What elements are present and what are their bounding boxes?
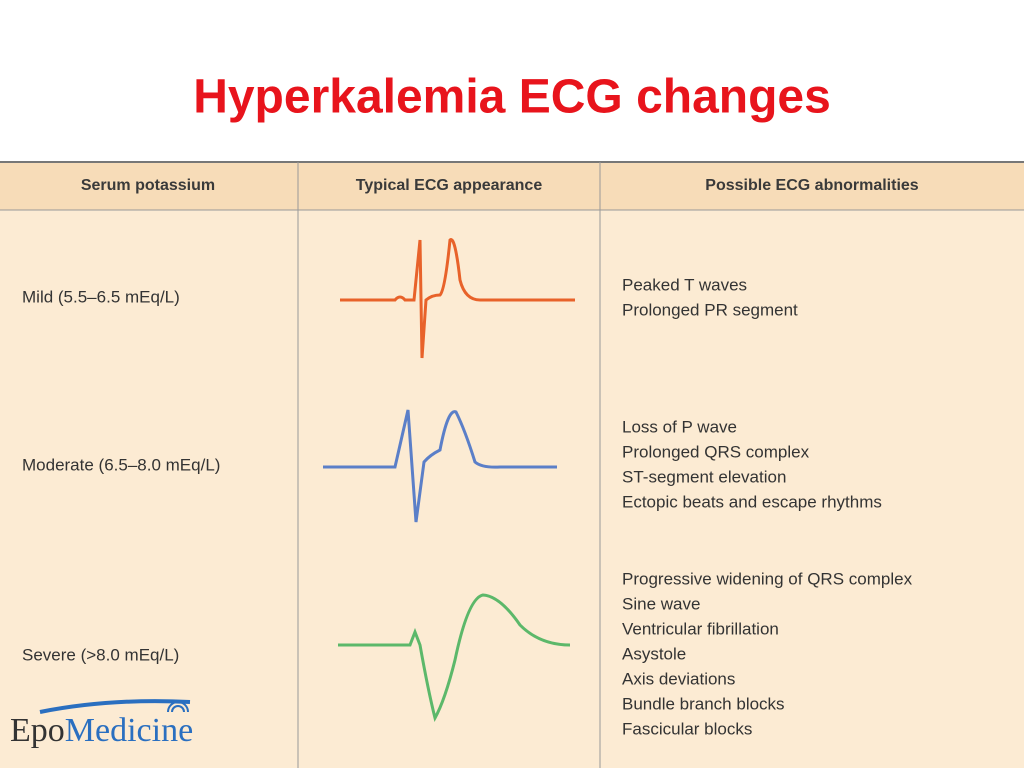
abnormality: ST-segment elevation bbox=[622, 467, 786, 486]
ecg-wave-severe bbox=[338, 593, 571, 723]
abnormality: Prolonged QRS complex bbox=[622, 442, 810, 461]
table-background bbox=[0, 162, 1024, 768]
slide-title: Hyperkalemia ECG changes bbox=[193, 71, 831, 124]
abnormality: Bundle branch blocks bbox=[622, 694, 785, 713]
ecg-wave-mild bbox=[340, 238, 575, 359]
logo: EpoMedicine bbox=[10, 712, 193, 749]
abnormality: Progressive widening of QRS complex bbox=[622, 569, 913, 588]
logo-part: Epo bbox=[10, 712, 65, 749]
potassium-level: Moderate (6.5–8.0 mEq/L) bbox=[22, 455, 220, 474]
logo-swoosh bbox=[39, 699, 191, 714]
ecg-wave-moderate bbox=[323, 409, 557, 523]
logo-part: Medicine bbox=[65, 712, 193, 749]
potassium-level: Severe (>8.0 mEq/L) bbox=[22, 645, 179, 664]
abnormality: Ventricular fibrillation bbox=[622, 619, 779, 638]
abnormality: Sine wave bbox=[622, 594, 700, 613]
column-header: Possible ECG abnormalities bbox=[705, 177, 919, 194]
table-header bbox=[0, 162, 1024, 210]
logo-signal bbox=[167, 701, 189, 713]
column-header: Typical ECG appearance bbox=[356, 177, 543, 194]
potassium-level: Mild (5.5–6.5 mEq/L) bbox=[22, 287, 180, 306]
abnormality: Prolonged PR segment bbox=[622, 300, 798, 319]
abnormality: Asystole bbox=[622, 644, 686, 663]
abnormality-list: Peaked T waves Prolonged PR segment Loss o… bbox=[622, 275, 913, 738]
abnormality: Ectopic beats and escape rhythms bbox=[622, 492, 882, 511]
abnormality: Loss of P wave bbox=[622, 417, 737, 436]
abnormality: Axis deviations bbox=[622, 669, 735, 688]
abnormality: Fascicular blocks bbox=[622, 719, 752, 738]
column-header: Serum potassium bbox=[81, 177, 215, 194]
abnormality: Peaked T waves bbox=[622, 275, 747, 294]
